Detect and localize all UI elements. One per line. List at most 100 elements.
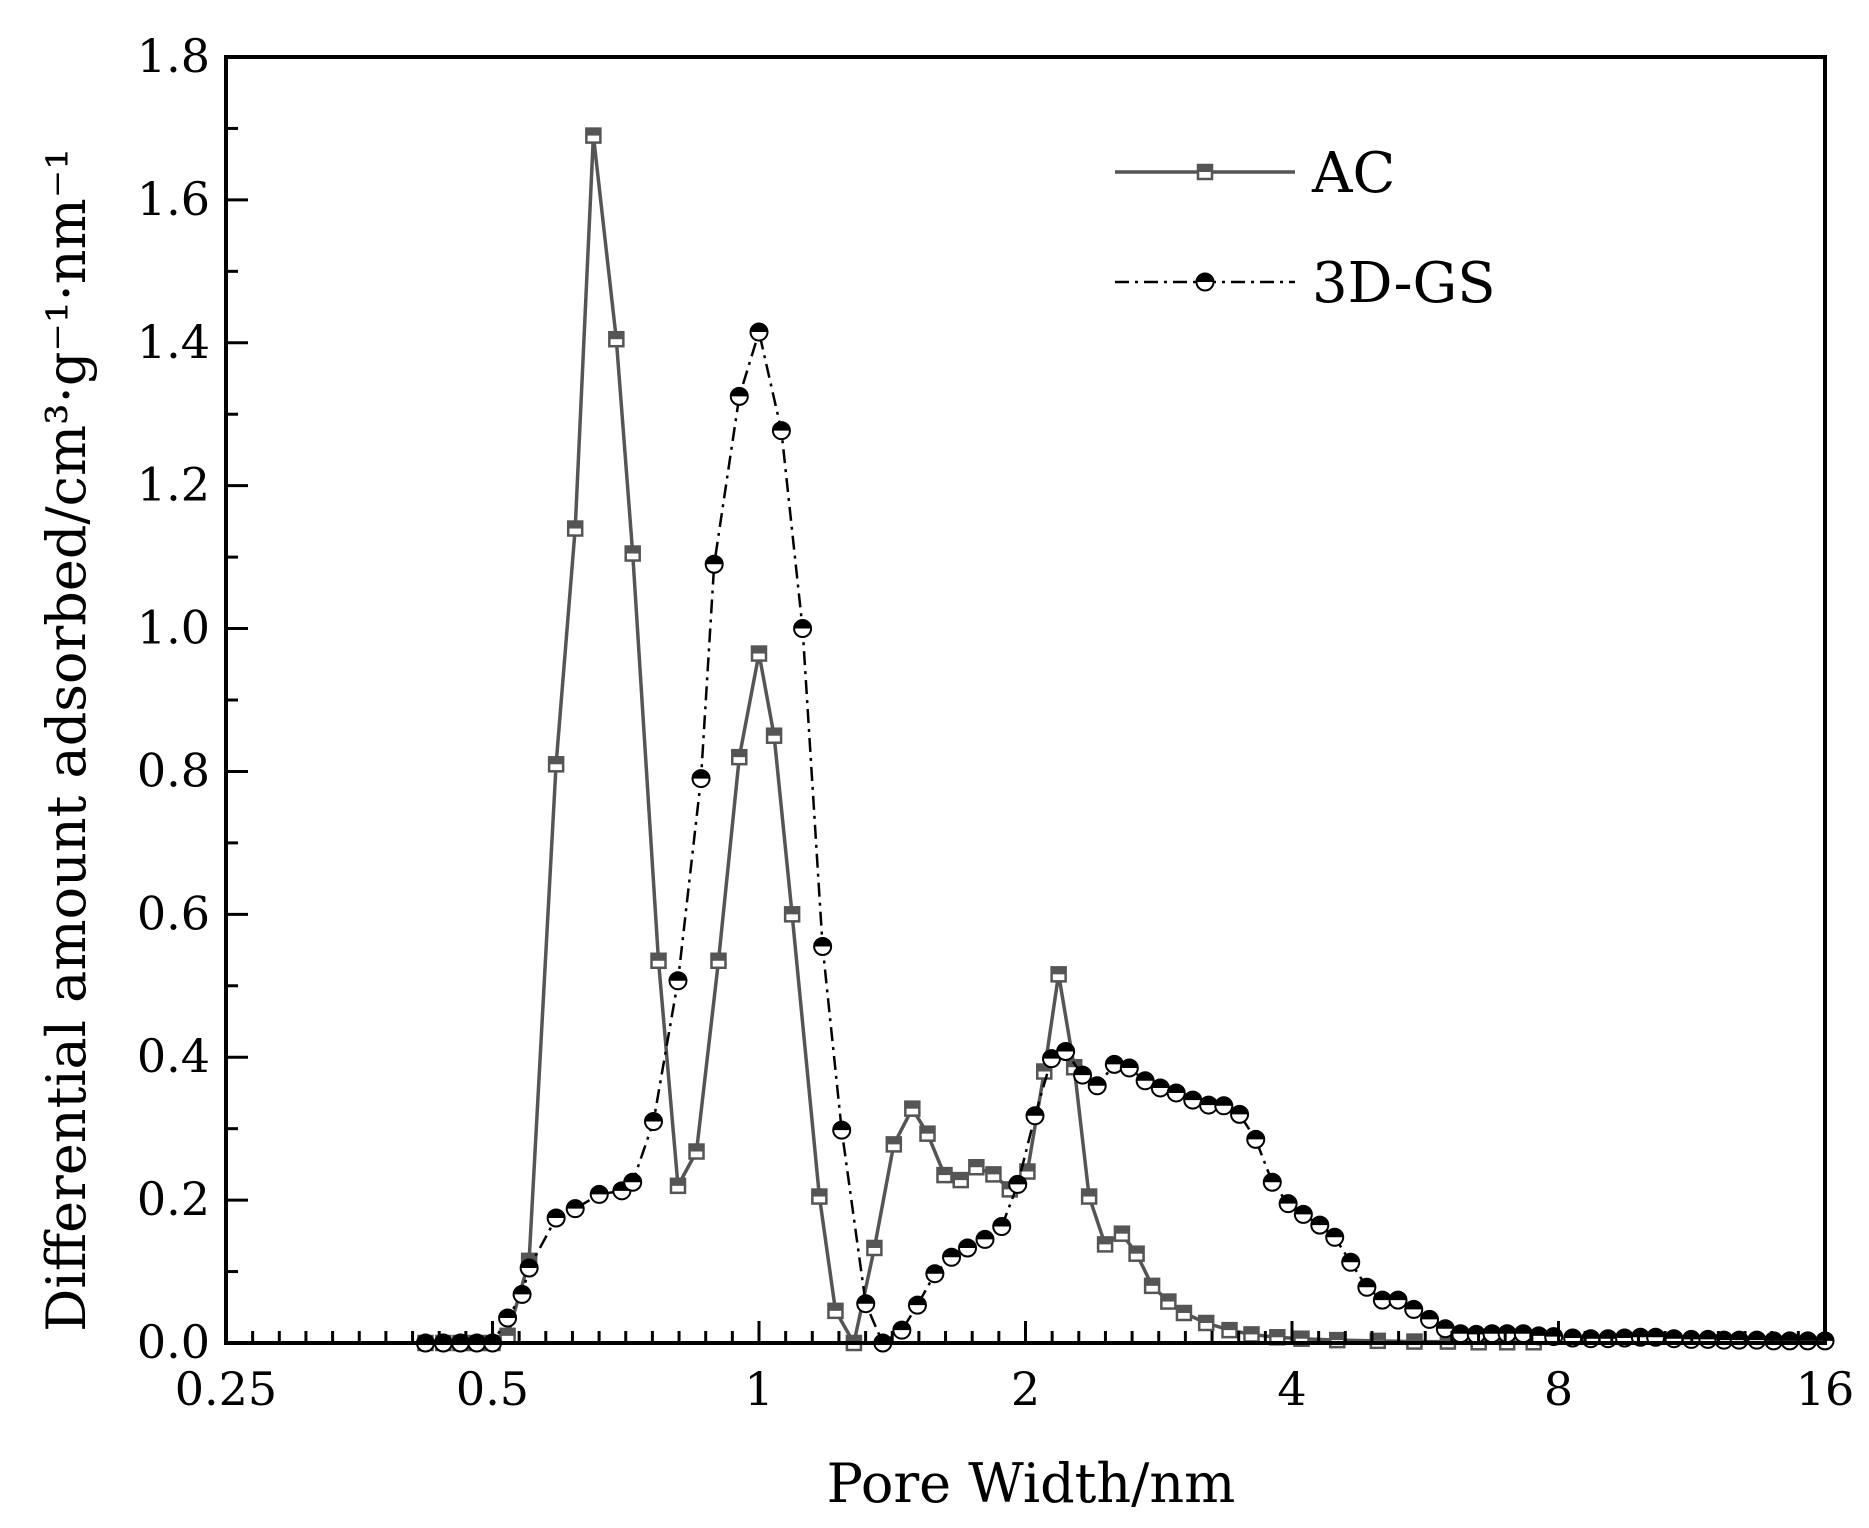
square-marker-top	[1145, 1278, 1160, 1286]
circle-marker-top	[1294, 1205, 1312, 1215]
point-3d-gs	[892, 1320, 912, 1340]
circle-marker-top	[959, 1239, 977, 1248]
point-ac	[968, 1158, 985, 1176]
square-marker-top	[670, 1178, 685, 1186]
circle-marker-top	[692, 770, 710, 779]
circle-marker-top	[1405, 1300, 1423, 1310]
point-3d-gs	[856, 1294, 876, 1314]
square-marker-top	[867, 1240, 882, 1248]
circle-marker-top	[1167, 1084, 1185, 1093]
circle-marker-top	[513, 1285, 531, 1295]
point-3d-gs	[1325, 1227, 1345, 1247]
circle-marker-top	[1748, 1331, 1766, 1341]
point-3d-gs	[1310, 1215, 1330, 1235]
circle-marker-top	[1765, 1332, 1783, 1341]
square-marker-top	[1098, 1237, 1113, 1245]
circle-marker-top	[926, 1265, 944, 1274]
point-3d-gs	[623, 1172, 643, 1192]
point-3d-gs	[1199, 1095, 1219, 1115]
point-ac	[1197, 1314, 1215, 1332]
y-tick-label: 0.2	[137, 1172, 210, 1226]
circle-marker-top	[1514, 1325, 1532, 1334]
point-3d-gs	[1183, 1090, 1203, 1110]
square-marker-top	[1294, 1331, 1309, 1339]
square-marker-top	[1082, 1189, 1097, 1197]
circle-marker-top	[1564, 1329, 1582, 1338]
point-3d-gs	[1357, 1277, 1377, 1297]
y-tick-label: 1.4	[137, 315, 210, 369]
square-marker-top	[568, 521, 583, 529]
point-3d-gs	[1497, 1324, 1517, 1344]
point-3d-gs	[1230, 1104, 1250, 1124]
circle-marker-top	[1026, 1107, 1044, 1116]
x-tick-label: 8	[1544, 1362, 1573, 1416]
legend-label-ac: AC	[1311, 141, 1395, 206]
circle-marker-top	[1196, 273, 1214, 282]
circle-marker-top	[874, 1334, 892, 1343]
plot-frame	[224, 55, 1827, 1345]
circle-marker-top	[1184, 1091, 1202, 1101]
circle-marker-top	[772, 422, 790, 431]
point-ac	[1113, 1225, 1131, 1242]
point-ac	[608, 330, 625, 348]
point-3d-gs	[589, 1184, 609, 1204]
point-3d-gs	[975, 1229, 995, 1249]
circle-marker-top	[1498, 1325, 1516, 1334]
x-tick-label: 4	[1277, 1362, 1306, 1416]
point-3d-gs	[1372, 1290, 1392, 1310]
circle-marker-top	[1326, 1228, 1344, 1238]
legend-label-3d-gs: 3D-GS	[1312, 251, 1496, 316]
square-marker-top	[1370, 1333, 1385, 1341]
point-ac	[952, 1171, 969, 1189]
point-3d-gs	[704, 554, 724, 574]
square-marker-top	[828, 1303, 843, 1311]
point-3d-gs	[1150, 1078, 1170, 1098]
point-3d-gs	[1104, 1054, 1124, 1074]
circle-marker-top	[1373, 1291, 1391, 1301]
square-marker-top	[969, 1160, 984, 1168]
point-3d-gs	[907, 1295, 927, 1315]
point-3d-gs	[1135, 1071, 1155, 1091]
point-ac	[1221, 1321, 1238, 1339]
circle-marker-top	[1730, 1331, 1748, 1341]
square-marker-top	[846, 1336, 861, 1343]
point-3d-gs	[1698, 1329, 1718, 1349]
point-3d-gs	[1747, 1330, 1767, 1350]
point-3d-gs	[1119, 1058, 1139, 1078]
y-tick-label: 1.0	[137, 601, 210, 655]
x-axis-title: Pore Width/nm	[827, 1452, 1236, 1515]
point-3d-gs	[1798, 1331, 1818, 1351]
legend-marker-3d-gs	[1195, 272, 1215, 292]
point-3d-gs	[992, 1217, 1012, 1237]
circle-marker-top	[1279, 1195, 1297, 1204]
square-marker-top	[920, 1126, 935, 1134]
point-3d-gs	[668, 971, 688, 991]
square-marker-top	[886, 1137, 901, 1145]
point-3d-gs	[1420, 1309, 1440, 1329]
point-ac	[919, 1125, 936, 1142]
circle-marker-top	[669, 972, 687, 981]
point-ac	[710, 952, 727, 970]
circle-marker-top	[1483, 1325, 1501, 1334]
square-marker-top	[1407, 1334, 1422, 1342]
point-3d-gs	[1262, 1172, 1282, 1192]
square-marker-top	[651, 953, 666, 961]
circle-marker-top	[1451, 1325, 1469, 1334]
square-marker-top	[1222, 1323, 1237, 1331]
point-3d-gs	[1278, 1194, 1298, 1214]
circle-marker-top	[1358, 1278, 1376, 1288]
square-marker-top	[1051, 967, 1066, 975]
square-marker-top	[1037, 1064, 1052, 1072]
point-3d-gs	[1466, 1324, 1486, 1344]
point-ac	[566, 520, 584, 537]
point-3d-gs	[793, 619, 813, 639]
circle-marker-top	[547, 1209, 565, 1218]
circle-marker-top	[1074, 1066, 1092, 1076]
y-tick-label: 0.4	[137, 1029, 210, 1083]
circle-marker-top	[730, 387, 748, 397]
point-3d-gs	[1404, 1299, 1424, 1319]
y-tick-label: 1.8	[137, 29, 210, 83]
circle-marker-top	[893, 1321, 911, 1331]
point-ac	[885, 1136, 903, 1153]
circle-marker-top	[857, 1295, 875, 1304]
